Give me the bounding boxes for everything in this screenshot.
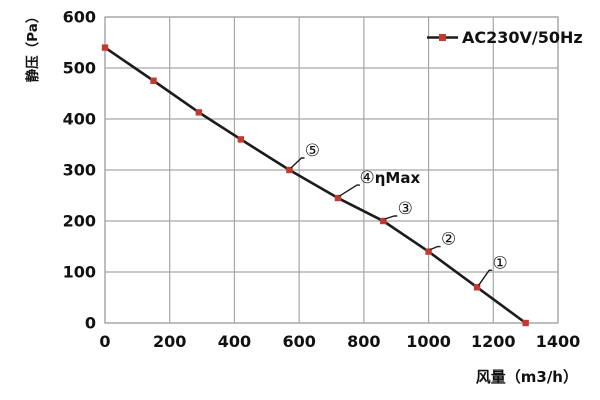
- annotation-callout: ①: [478, 253, 508, 286]
- x-tick-label: 800: [347, 332, 380, 351]
- y-tick-label: 200: [63, 212, 96, 231]
- annotation-eta-max: ④ηMax: [339, 168, 420, 197]
- y-tick-label: 500: [63, 59, 96, 78]
- x-tick-label: 400: [218, 332, 251, 351]
- data-point-marker: [380, 217, 387, 225]
- legend-marker-sample: [439, 34, 446, 41]
- data-point-marker: [425, 248, 432, 255]
- data-point-marker: [237, 136, 245, 143]
- x-tick-label: 1400: [536, 332, 581, 351]
- x-tick-label: 1200: [471, 332, 516, 351]
- x-axis-title: 风量（m3/h）: [476, 368, 578, 386]
- annotation-label: ④ηMax: [359, 168, 420, 188]
- gridlines: [104, 16, 559, 324]
- annotation-callout: ⑤: [290, 141, 320, 169]
- annotation-label: ①: [492, 253, 507, 273]
- x-tick-label: 600: [282, 332, 315, 351]
- plot-border: [104, 16, 559, 324]
- data-point-marker: [286, 166, 293, 174]
- annotation-leader-line: [478, 269, 493, 286]
- x-tick-label: 1000: [406, 332, 451, 351]
- annotation-label: ②: [441, 230, 456, 250]
- series-markers: [101, 44, 529, 327]
- annotation-label: ③: [398, 199, 413, 219]
- y-tick-label: 600: [63, 8, 96, 27]
- y-tick-label: 100: [63, 263, 96, 282]
- data-point-marker: [101, 44, 109, 51]
- y-tick-label: 0: [85, 314, 96, 333]
- legend: AC230V/50Hz: [427, 28, 583, 47]
- y-tick-label: 300: [63, 161, 96, 180]
- data-point-marker: [473, 284, 481, 291]
- annotation-leader-line: [339, 184, 360, 197]
- y-axis-title: 静压（Pa）: [24, 10, 41, 83]
- x-tick-label: 0: [99, 332, 110, 351]
- legend-label: AC230V/50Hz: [462, 28, 583, 47]
- annotation-leader-line: [384, 215, 398, 220]
- data-point-marker: [195, 109, 203, 116]
- data-point-marker: [150, 77, 157, 84]
- y-tick-label: 400: [63, 110, 96, 129]
- data-point-marker: [334, 194, 342, 202]
- x-tick-label: 200: [153, 332, 186, 351]
- annotation-label: ⑤: [305, 141, 320, 161]
- data-point-marker: [522, 319, 529, 327]
- annotation-leader-line: [429, 245, 441, 251]
- annotation-callout: ③: [384, 199, 413, 220]
- annotation-callout: ②: [429, 230, 456, 251]
- series-line: [103, 46, 527, 325]
- annotation-leader-line: [290, 157, 305, 169]
- x-tick-labels: 0 200 400 600 800 1000 1200 1400: [99, 332, 580, 351]
- y-tick-labels: 0 100 200 300 400 500 600: [63, 8, 96, 333]
